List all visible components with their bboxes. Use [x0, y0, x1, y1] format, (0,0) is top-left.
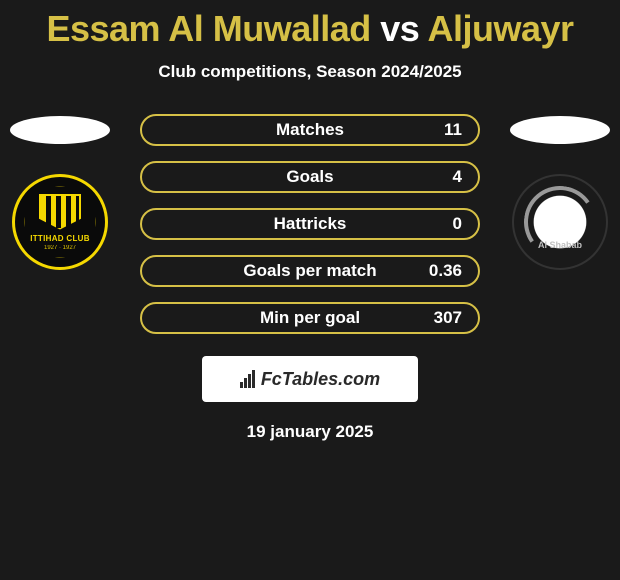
stat-right-value: 4	[422, 167, 462, 187]
title-player1: Essam Al Muwallad	[46, 8, 370, 49]
subtitle: Club competitions, Season 2024/2025	[158, 62, 461, 82]
left-club-badge-inner: ITTIHAD CLUB 1927 · 1927	[25, 187, 95, 257]
stat-row-hattricks: Hattricks 0	[140, 208, 480, 240]
stat-right-value: 307	[422, 308, 462, 328]
bar-chart-icon	[240, 370, 255, 388]
brand-text: FcTables.com	[261, 369, 380, 390]
right-side: Al Shabab	[500, 114, 620, 270]
page-title: Essam Al Muwallad vs Aljuwayr	[46, 8, 573, 50]
stat-row-goals: Goals 4	[140, 161, 480, 193]
shield-icon	[39, 194, 81, 230]
stat-right-value: 0.36	[422, 261, 462, 281]
stat-right-value: 11	[422, 120, 462, 140]
left-club-badge: ITTIHAD CLUB 1927 · 1927	[12, 174, 108, 270]
title-player2: Aljuwayr	[427, 8, 573, 49]
comparison-card: Essam Al Muwallad vs Aljuwayr Club compe…	[0, 0, 620, 442]
stats-list: Matches 11 Goals 4 Hattricks 0 Goals per…	[120, 114, 500, 334]
right-flag-icon	[510, 116, 610, 144]
left-side: ITTIHAD CLUB 1927 · 1927	[0, 114, 120, 270]
date-label: 19 january 2025	[247, 422, 374, 442]
stat-row-goals-per-match: Goals per match 0.36	[140, 255, 480, 287]
stat-row-matches: Matches 11	[140, 114, 480, 146]
right-club-badge: Al Shabab	[512, 174, 608, 270]
left-club-name: ITTIHAD CLUB	[30, 234, 90, 243]
stat-row-min-per-goal: Min per goal 307	[140, 302, 480, 334]
left-flag-icon	[10, 116, 110, 144]
stat-right-value: 0	[422, 214, 462, 234]
swoosh-icon	[518, 180, 601, 263]
brand-logo: FcTables.com	[202, 356, 418, 402]
title-vs: vs	[371, 8, 428, 49]
left-club-sub: 1927 · 1927	[44, 245, 76, 251]
right-club-name: Al Shabab	[538, 240, 582, 250]
body-row: ITTIHAD CLUB 1927 · 1927 Matches 11 Goal…	[0, 114, 620, 334]
